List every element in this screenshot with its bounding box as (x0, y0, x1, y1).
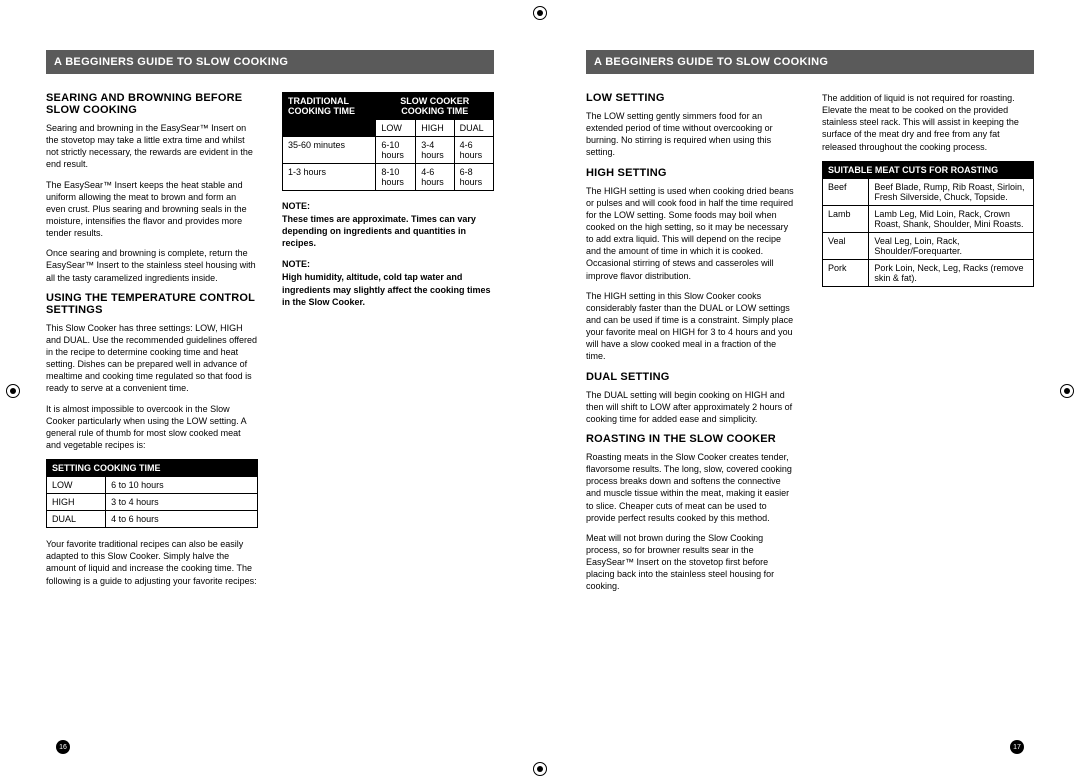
page-spread: A BEGGINERS GUIDE TO SLOW COOKING SEARIN… (0, 0, 1080, 782)
table-cell: Lamb (823, 205, 869, 232)
table-cell: Veal Leg, Loin, Rack, Shoulder/Forequart… (869, 232, 1034, 259)
table-header: SETTING COOKING TIME (47, 460, 258, 477)
paragraph: Searing and browning in the EasySear™ In… (46, 122, 258, 171)
table-cell: 3-4 hours (416, 137, 454, 164)
traditional-vs-slow-table: TRADITIONAL COOKING TIME SLOW COOKER COO… (282, 92, 494, 191)
paragraph: The DUAL setting will begin cooking on H… (586, 389, 798, 425)
page-header: A BEGGINERS GUIDE TO SLOW COOKING (46, 50, 494, 74)
right-col-2: The addition of liquid is not required f… (822, 92, 1034, 742)
table-cell: Veal (823, 232, 869, 259)
registration-mark (6, 384, 20, 398)
paragraph: Your favorite traditional recipes can al… (46, 538, 258, 587)
table-row: LOW6 to 10 hours (47, 477, 258, 494)
paragraph: Meat will not brown during the Slow Cook… (586, 532, 798, 593)
page-header: A BEGGINERS GUIDE TO SLOW COOKING (586, 50, 1034, 74)
table-cell: 35-60 minutes (283, 137, 376, 164)
table-header: SLOW COOKER COOKING TIME (376, 93, 494, 120)
right-col-1: LOW SETTING The LOW setting gently simme… (586, 92, 798, 742)
table-row: 35-60 minutes6-10 hours3-4 hours4-6 hour… (283, 137, 494, 164)
table-cell: LOW (47, 477, 106, 494)
table-cell: 6 to 10 hours (106, 477, 258, 494)
table-cell: DUAL (47, 511, 106, 528)
registration-mark (1060, 384, 1074, 398)
paragraph: The EasySear™ Insert keeps the heat stab… (46, 179, 258, 240)
registration-mark (533, 762, 547, 776)
heading: HIGH SETTING (586, 167, 798, 179)
table-header: SUITABLE MEAT CUTS FOR ROASTING (823, 161, 1034, 178)
note-text: High humidity, altitude, cold tap water … (282, 271, 494, 307)
table-cell: Pork (823, 259, 869, 286)
setting-cooking-time-table: SETTING COOKING TIME LOW6 to 10 hoursHIG… (46, 459, 258, 528)
paragraph: The addition of liquid is not required f… (822, 92, 1034, 153)
paragraph: Once searing and browning is complete, r… (46, 247, 258, 283)
note-label: NOTE: (282, 259, 494, 269)
table-row: VealVeal Leg, Loin, Rack, Shoulder/Foreq… (823, 232, 1034, 259)
table-cell: Lamb Leg, Mid Loin, Rack, Crown Roast, S… (869, 205, 1034, 232)
note-text: These times are approximate. Times can v… (282, 213, 494, 249)
table-cell: Pork Loin, Neck, Leg, Racks (remove skin… (869, 259, 1034, 286)
paragraph: The LOW setting gently simmers food for … (586, 110, 798, 159)
heading: SEARING AND BROWNING BEFORE SLOW COOKING (46, 92, 258, 116)
meat-cuts-table: SUITABLE MEAT CUTS FOR ROASTING BeefBeef… (822, 161, 1034, 287)
page-number: 17 (1010, 740, 1024, 754)
paragraph: It is almost impossible to overcook in t… (46, 403, 258, 452)
table-cell: Beef Blade, Rump, Rib Roast, Sirloin, Fr… (869, 178, 1034, 205)
left-col-1: SEARING AND BROWNING BEFORE SLOW COOKING… (46, 92, 258, 742)
note-label: NOTE: (282, 201, 494, 211)
table-cell: 4 to 6 hours (106, 511, 258, 528)
left-page: A BEGGINERS GUIDE TO SLOW COOKING SEARIN… (0, 50, 540, 742)
table-cell: 3 to 4 hours (106, 494, 258, 511)
table-row: BeefBeef Blade, Rump, Rib Roast, Sirloin… (823, 178, 1034, 205)
paragraph: The HIGH setting in this Slow Cooker coo… (586, 290, 798, 363)
table-cell: 4-6 hours (454, 137, 493, 164)
table-row: LambLamb Leg, Mid Loin, Rack, Crown Roas… (823, 205, 1034, 232)
right-page: A BEGGINERS GUIDE TO SLOW COOKING LOW SE… (540, 50, 1080, 742)
table-cell: HIGH (47, 494, 106, 511)
table-row: LOWHIGHDUAL (283, 120, 494, 137)
table-cell: 6-10 hours (376, 137, 416, 164)
table-cell: 4-6 hours (416, 164, 454, 191)
paragraph: The HIGH setting is used when cooking dr… (586, 185, 798, 282)
table-cell: Beef (823, 178, 869, 205)
table-row: DUAL4 to 6 hours (47, 511, 258, 528)
heading: ROASTING IN THE SLOW COOKER (586, 433, 798, 445)
table-cell: 1-3 hours (283, 164, 376, 191)
page-number: 16 (56, 740, 70, 754)
table-row: 1-3 hours8-10 hours4-6 hours6-8 hours (283, 164, 494, 191)
table-cell: LOW (376, 120, 416, 137)
table-row: HIGH3 to 4 hours (47, 494, 258, 511)
heading: USING THE TEMPERATURE CONTROL SETTINGS (46, 292, 258, 316)
paragraph: Roasting meats in the Slow Cooker create… (586, 451, 798, 524)
heading: LOW SETTING (586, 92, 798, 104)
table-row: PorkPork Loin, Neck, Leg, Racks (remove … (823, 259, 1034, 286)
table-cell: HIGH (416, 120, 454, 137)
heading: DUAL SETTING (586, 371, 798, 383)
table-cell (283, 120, 376, 137)
registration-mark (533, 6, 547, 20)
table-cell: 8-10 hours (376, 164, 416, 191)
paragraph: This Slow Cooker has three settings: LOW… (46, 322, 258, 395)
table-header: TRADITIONAL COOKING TIME (283, 93, 376, 120)
left-col-2: TRADITIONAL COOKING TIME SLOW COOKER COO… (282, 92, 494, 742)
table-cell: 6-8 hours (454, 164, 493, 191)
table-cell: DUAL (454, 120, 493, 137)
